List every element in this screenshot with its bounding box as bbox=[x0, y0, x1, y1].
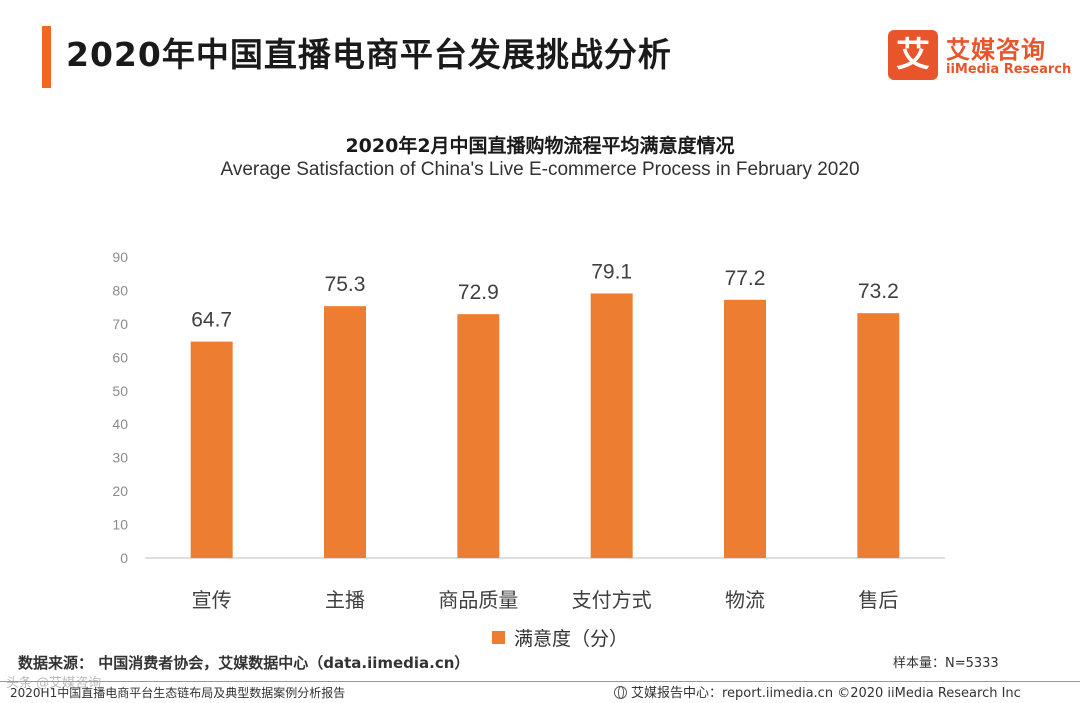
copyright-text: 艾媒报告中心：report.iimedia.cn ©2020 iiMedia R… bbox=[631, 686, 1021, 701]
title-accent-bar bbox=[42, 26, 51, 88]
y-tick-label: 80 bbox=[112, 282, 128, 298]
bar bbox=[857, 313, 900, 558]
y-tick-label: 30 bbox=[112, 450, 128, 466]
chart-subtitle: Average Satisfaction of China's Live E-c… bbox=[220, 159, 860, 180]
data-source: 数据来源： 中国消费者协会，艾媒数据中心（data.iimedia.cn） bbox=[18, 654, 470, 672]
x-tick-label: 物流 bbox=[725, 588, 765, 612]
data-label: 73.2 bbox=[858, 280, 899, 303]
logo-mark-icon: 艾 bbox=[888, 30, 938, 80]
watermark: 头条 @艾媒咨询 bbox=[6, 676, 102, 691]
legend-label: 满意度（分） bbox=[514, 628, 629, 650]
x-tick-label: 商品质量 bbox=[438, 588, 518, 612]
legend-swatch bbox=[492, 631, 505, 644]
y-tick-label: 20 bbox=[112, 483, 128, 499]
y-tick-label: 50 bbox=[112, 383, 128, 399]
logo-chinese-name: 艾媒咨询 bbox=[946, 36, 1046, 64]
data-label: 79.1 bbox=[591, 260, 632, 283]
footer-copyright: 艾媒报告中心：report.iimedia.cn ©2020 iiMedia R… bbox=[614, 682, 1021, 701]
report-name: 2020H1中国直播电商平台生态链布局及典型数据案例分析报告 bbox=[10, 686, 346, 700]
x-tick-label: 宣传 bbox=[192, 588, 232, 612]
data-label: 72.9 bbox=[458, 281, 499, 304]
logo-english-name: iiMedia Research bbox=[946, 62, 1072, 77]
bar bbox=[324, 306, 366, 558]
data-label: 77.2 bbox=[725, 267, 766, 290]
x-tick-label: 支付方式 bbox=[572, 588, 652, 612]
x-tick-label: 售后 bbox=[858, 588, 898, 612]
y-tick-label: 0 bbox=[120, 550, 128, 566]
bar bbox=[590, 293, 633, 558]
y-tick-label: 70 bbox=[112, 316, 128, 332]
globe-icon bbox=[614, 686, 627, 699]
footer-divider bbox=[0, 681, 1080, 682]
y-tick-label: 10 bbox=[112, 517, 128, 533]
bar bbox=[457, 314, 500, 558]
y-tick-label: 60 bbox=[112, 349, 128, 365]
iimedia-logo: 艾 艾媒咨询 iiMedia Research bbox=[888, 30, 1072, 82]
data-label: 75.3 bbox=[325, 273, 366, 296]
data-label: 64.7 bbox=[191, 309, 232, 332]
x-tick-label: 主播 bbox=[325, 588, 365, 612]
sample-size: 样本量：N=5333 bbox=[893, 656, 999, 671]
chart-title: 2020年2月中国直播购物流程平均满意度情况 bbox=[345, 135, 735, 157]
bar bbox=[724, 299, 766, 558]
bar bbox=[190, 341, 233, 558]
page-title: 2020年中国直播电商平台发展挑战分析 bbox=[66, 35, 672, 74]
y-tick-label: 40 bbox=[112, 416, 128, 432]
y-tick-label: 90 bbox=[112, 249, 128, 265]
